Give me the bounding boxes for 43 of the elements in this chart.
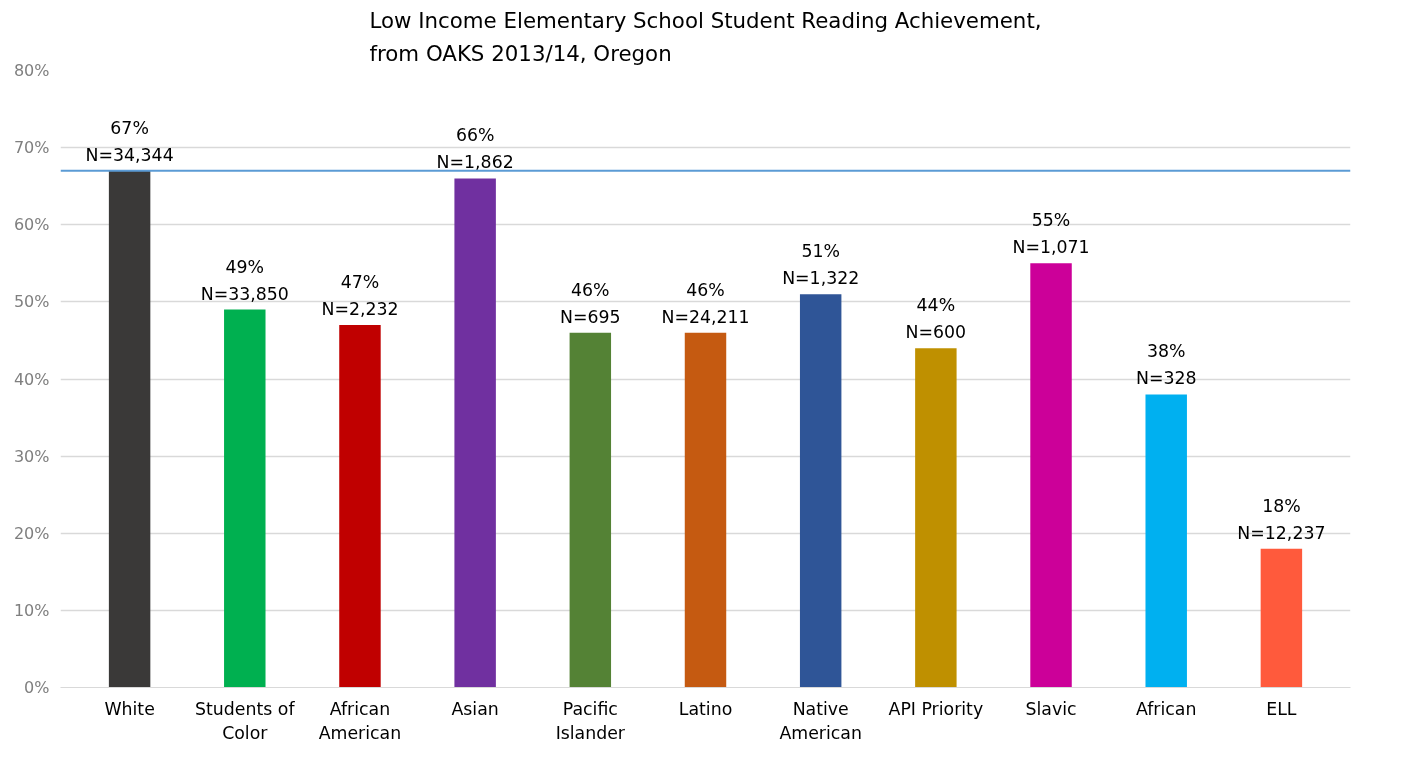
x-tick-label: API Priority (888, 698, 984, 719)
bar (1030, 263, 1072, 688)
bar (799, 294, 842, 688)
data-label: 46% N=24,211 (661, 279, 750, 327)
data-label: 46% N=695 (560, 279, 621, 327)
data-label: 51% N=1,322 (782, 241, 860, 289)
data-label: 18% N=12,237 (1237, 495, 1326, 543)
bar (915, 348, 957, 688)
y-tick-label: 10% (13, 600, 50, 620)
x-tick-label: White (104, 698, 155, 719)
x-tick-label: Latino (678, 698, 733, 719)
bar (1260, 548, 1303, 688)
y-tick-label: 40% (13, 369, 50, 389)
bar (339, 325, 381, 688)
y-tick-label: 60% (13, 215, 50, 235)
y-tick-label: 30% (13, 446, 50, 466)
bar (224, 309, 266, 688)
data-label: 55% N=1,071 (1012, 210, 1090, 258)
x-tick-label: African American (318, 698, 402, 743)
x-tick-label: African (1136, 698, 1197, 719)
data-label: 44% N=600 (905, 295, 967, 343)
bar (569, 332, 612, 688)
chart-title: Low Income Elementary School Student Reading Achievement, from OAKS 2013/14, Oregon (369, 8, 1042, 66)
data-label: 49% N=33,850 (200, 256, 289, 304)
x-tick-label: Pacific Islander (555, 698, 626, 743)
x-tick-label: ELL (1266, 698, 1297, 719)
y-tick-label: 20% (13, 523, 50, 543)
x-tick-label: Asian (451, 698, 499, 719)
bar (684, 332, 727, 688)
x-tick-label: Native American (779, 698, 862, 743)
bar (454, 178, 496, 688)
x-tick-label: Slavic (1025, 698, 1077, 719)
y-tick-label: 70% (13, 138, 50, 158)
data-label: 47% N=2,232 (321, 272, 399, 320)
bar (108, 170, 151, 688)
y-tick-label: 50% (13, 292, 50, 312)
data-label: 67% N=34,344 (85, 117, 174, 165)
data-label: 38% N=328 (1135, 341, 1197, 389)
bar (1145, 394, 1187, 688)
y-tick-label: 0% (24, 678, 50, 697)
data-label: 66% N=1,862 (436, 125, 514, 173)
x-tick-label: Students of Color (195, 698, 296, 743)
y-tick-label: 80% (13, 61, 50, 80)
